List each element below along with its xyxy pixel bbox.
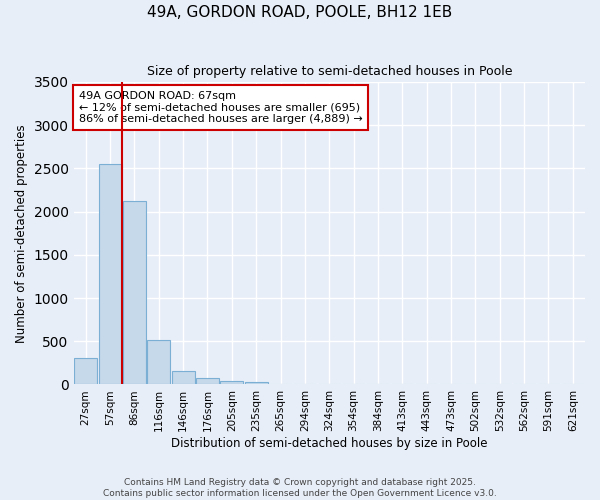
Bar [147,340,170,384]
Bar [98,164,122,384]
Bar [220,381,244,384]
Bar [123,201,146,384]
Title: Size of property relative to semi-detached houses in Poole: Size of property relative to semi-detach… [146,65,512,78]
Bar [172,371,195,384]
Text: Contains HM Land Registry data © Crown copyright and database right 2025.
Contai: Contains HM Land Registry data © Crown c… [103,478,497,498]
Y-axis label: Number of semi-detached properties: Number of semi-detached properties [15,124,28,342]
Bar [196,378,219,384]
Text: 49A, GORDON ROAD, POOLE, BH12 1EB: 49A, GORDON ROAD, POOLE, BH12 1EB [148,5,452,20]
Bar [74,358,97,384]
Text: 49A GORDON ROAD: 67sqm
← 12% of semi-detached houses are smaller (695)
86% of se: 49A GORDON ROAD: 67sqm ← 12% of semi-det… [79,91,362,124]
Bar [245,382,268,384]
X-axis label: Distribution of semi-detached houses by size in Poole: Distribution of semi-detached houses by … [171,437,488,450]
